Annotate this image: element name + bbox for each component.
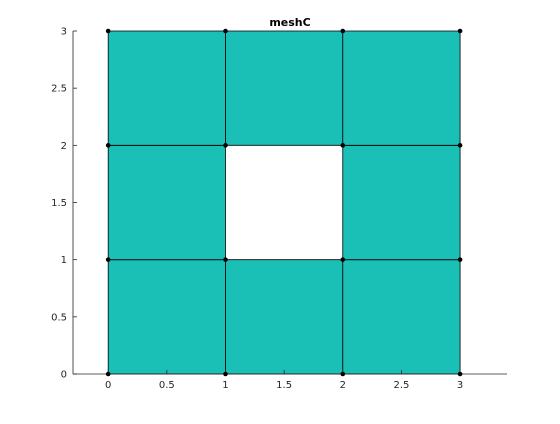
mesh-vertex-16 — [457, 28, 463, 34]
mesh-vertex-2 — [223, 371, 228, 377]
x-tick-label: 3 — [457, 380, 463, 391]
mesh-elements — [107, 30, 461, 375]
y-tick-label: 3 — [61, 27, 67, 38]
mesh-vertex-12 — [457, 143, 463, 148]
y-tick-label: 1.5 — [51, 198, 67, 209]
mesh-element-5 — [342, 144, 461, 261]
y-tick-label: 0 — [61, 370, 67, 381]
mesh-element-3 — [342, 259, 461, 375]
x-tick-label: 2.5 — [393, 380, 409, 391]
mesh-vertex-11 — [340, 143, 346, 148]
mesh-vertices — [105, 28, 463, 377]
mesh-element-7 — [225, 30, 344, 146]
y-tick-label: 2 — [61, 141, 67, 152]
mesh-vertex-8 — [457, 257, 463, 262]
y-tick-label: 0.5 — [51, 312, 67, 323]
mesh-vertex-14 — [223, 28, 228, 34]
mesh-vertex-3 — [340, 371, 346, 377]
chart-title: meshC — [269, 16, 310, 29]
x-tick-label: 0 — [105, 380, 111, 391]
mesh-element-2 — [225, 259, 344, 375]
axes — [72, 30, 507, 375]
x-tick-label: 0.5 — [159, 380, 175, 391]
mesh-vertex-15 — [340, 28, 346, 34]
x-tick-label: 2 — [340, 380, 346, 391]
mesh-element-6 — [107, 30, 226, 146]
mesh-vertex-6 — [223, 257, 228, 262]
mesh-vertex-10 — [223, 143, 228, 148]
mesh-vertex-4 — [457, 371, 463, 377]
mesh-vertex-5 — [105, 257, 111, 262]
mesh-element-4 — [107, 144, 226, 261]
mesh-element-1 — [107, 259, 226, 375]
mesh-vertex-7 — [340, 257, 346, 262]
mesh-vertex-9 — [105, 143, 111, 148]
x-tick-label: 1.5 — [276, 380, 292, 391]
mesh-element-8 — [342, 30, 461, 146]
x-tick-label: 1 — [222, 380, 228, 391]
y-tick-label: 1 — [61, 255, 67, 266]
mesh-vertex-13 — [105, 28, 111, 34]
y-tick-label: 2.5 — [51, 84, 67, 95]
mesh-vertex-1 — [105, 371, 111, 377]
tick-labels: 0 0.5 1 1.5 2 2.5 3 0 0.5 1 1.5 2 2.5 3 — [51, 27, 463, 392]
